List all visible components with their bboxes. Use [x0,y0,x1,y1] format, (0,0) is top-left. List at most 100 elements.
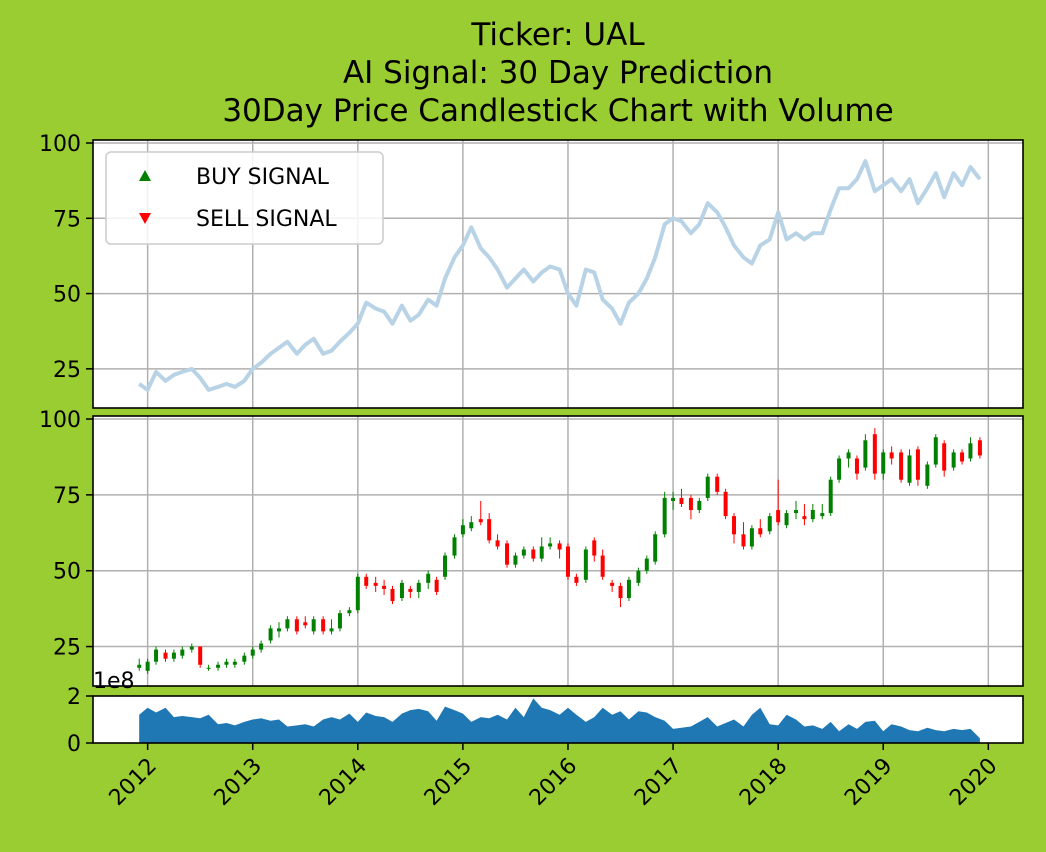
candle-43 [513,552,518,568]
candle-body [899,452,904,480]
candle-4 [171,649,176,662]
candle-body [758,528,763,535]
candle-41 [495,534,500,550]
candle-65 [705,473,710,501]
candle-23 [337,610,342,632]
candle-27 [373,576,378,592]
candle-panel-grid [93,416,1023,686]
p2-y-tick-label-75: 75 [53,484,81,509]
candle-61 [671,491,676,511]
volume-offset-label: 1e8 [93,669,135,694]
candle-6 [189,643,194,653]
candle-14 [259,640,264,653]
candle-body [749,528,754,547]
candle-92 [942,440,947,477]
candle-body [531,549,536,559]
candle-body [854,458,859,474]
candle-7 [198,646,203,668]
price-panel-y-axis: 25 50 75 100 [39,132,93,383]
candle-31 [408,585,413,599]
chart-title-line-2: AI Signal: 30 Day Prediction [343,55,773,91]
candle-body [784,513,789,526]
candle-body [426,573,431,583]
candle-body [872,434,877,474]
candle-74 [784,510,789,529]
volume-panel-y-axis: 02 [67,685,93,757]
candle-91 [933,434,938,468]
candle-72 [767,513,772,535]
candle-body [355,576,360,611]
candle-body [505,543,510,565]
candle-body [925,464,930,486]
candle-body [303,622,308,626]
candle-body [583,549,588,580]
candle-body [277,628,281,632]
candle-9 [216,661,221,671]
candle-body [259,643,264,650]
candle-12 [242,652,247,665]
candle-body [741,534,746,547]
candle-67 [723,488,728,520]
candle-body [285,619,290,629]
candle-77 [810,503,815,523]
candle-16 [277,622,281,638]
candle-38 [469,516,474,532]
candle-body [889,452,894,459]
candle-body [364,576,369,586]
p2-y-tick-label-50: 50 [53,560,81,585]
candle-body [837,458,842,480]
candle-body [828,479,833,514]
candle-body [794,510,799,514]
candle-body [810,510,815,520]
candle-body [171,652,176,659]
candle-body [732,516,737,535]
candle-body [469,522,474,529]
candle-body [644,558,649,571]
candle-24 [347,607,352,617]
candle-82 [854,455,859,480]
candle-68 [732,513,737,544]
candle-body [163,652,168,659]
candle-32 [416,579,421,599]
candle-body [180,649,185,656]
candle-11 [232,658,237,668]
candle-45 [531,546,536,562]
candle-body [460,525,465,535]
candle-body [977,440,982,456]
candle-96 [977,437,982,459]
candle-48 [557,540,562,559]
candle-panel-background [93,416,1023,686]
candle-18 [294,616,299,635]
candle-body [653,534,658,562]
candle-body [610,582,615,586]
p2-y-tick-label-25: 25 [53,636,81,661]
candle-44 [521,546,526,559]
candle-3 [163,649,168,662]
candle-1 [145,658,150,674]
p1-y-tick-label-25: 25 [53,358,81,383]
candle-95 [968,437,973,462]
volume-area [139,698,980,743]
candle-17 [285,616,290,632]
candle-body [557,543,562,550]
candle-body [968,443,973,459]
price-panel-grid [93,140,1023,408]
p3-y-tick-label-2: 2 [67,685,81,710]
candle-body [539,546,544,559]
candle-body [688,497,693,511]
candle-20 [311,616,316,635]
candle-body [189,646,194,650]
candle-body [820,513,825,517]
candle-body [347,610,352,614]
candle-52 [592,537,597,562]
candle-body [565,546,570,577]
candle-body [802,516,807,520]
legend-buy-signal: BUY SIGNAL [196,165,330,190]
candle-71 [758,519,763,538]
candle-body [600,555,605,577]
candle-53 [600,549,605,580]
candle-60 [662,491,667,538]
candle-28 [382,579,387,595]
candle-body [443,555,448,577]
